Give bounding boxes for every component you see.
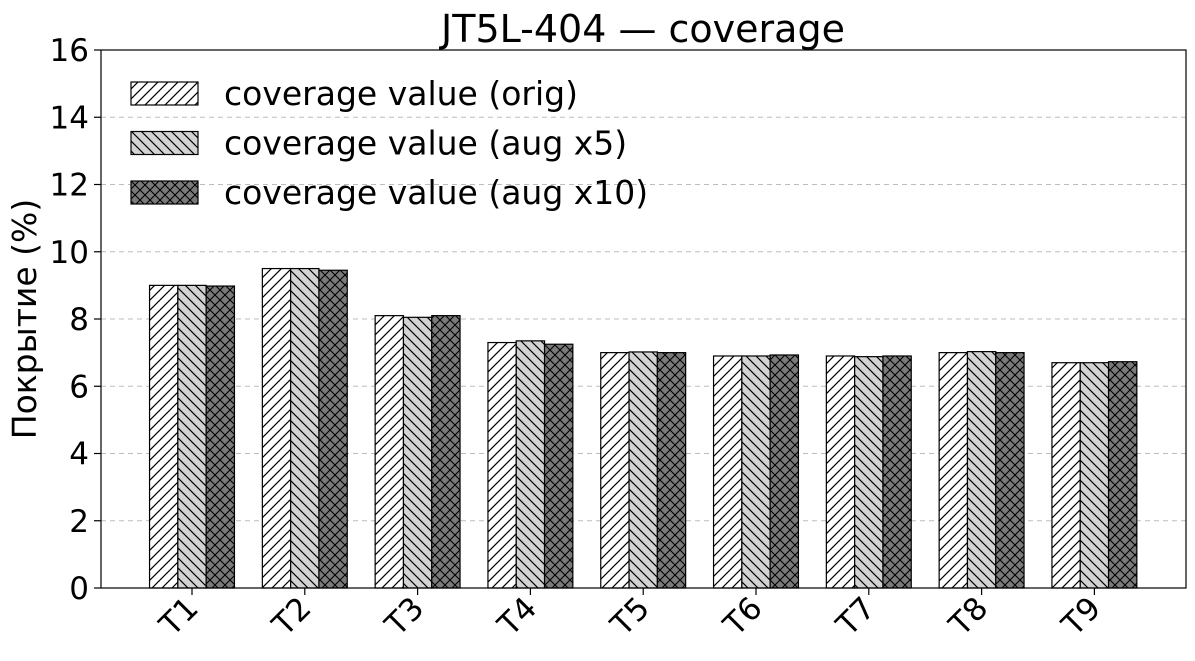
x-tick-label: T6 bbox=[716, 590, 770, 644]
bar-T7-series-3 bbox=[882, 355, 912, 589]
bar-T2-series-1 bbox=[261, 267, 292, 589]
bar-T5-series-2 bbox=[628, 351, 658, 589]
y-tick-label: 6 bbox=[69, 369, 89, 405]
bar-T1-series-1 bbox=[148, 284, 179, 589]
bar-T4-series-3 bbox=[543, 343, 574, 589]
legend-label-3: coverage value (aug x10) bbox=[224, 173, 648, 212]
y-axis-ticks: 0 2 4 6 8 10 12 14 16 bbox=[50, 33, 101, 607]
legend-label-2: coverage value (aug x5) bbox=[224, 124, 627, 163]
bar-T9-series-1 bbox=[1051, 362, 1081, 589]
bar-T1-series-2 bbox=[177, 284, 207, 589]
legend-swatch-2 bbox=[130, 130, 199, 156]
x-tick-label: T5 bbox=[603, 590, 657, 644]
bar-T9-series-3 bbox=[1107, 361, 1138, 589]
bar-T7-series-2 bbox=[854, 356, 884, 589]
bar-T8-series-3 bbox=[995, 352, 1025, 589]
y-tick-label: 12 bbox=[50, 168, 89, 204]
legend-swatch-1 bbox=[130, 81, 199, 106]
bar-T4-series-1 bbox=[487, 341, 517, 589]
x-tick-label: T1 bbox=[152, 590, 206, 644]
bar-T2-series-3 bbox=[318, 269, 348, 589]
bar-T3-series-2 bbox=[402, 316, 433, 589]
bar-T8-series-2 bbox=[966, 351, 997, 589]
bar-T9-series-2 bbox=[1079, 362, 1110, 589]
y-tick-label: 16 bbox=[50, 33, 89, 69]
x-tick-label: T3 bbox=[378, 590, 432, 644]
legend: coverage value (orig) coverage value (aug… bbox=[130, 74, 648, 212]
bar-T5-series-3 bbox=[656, 352, 687, 589]
y-tick-label: 2 bbox=[69, 504, 89, 540]
bar-T4-series-2 bbox=[515, 340, 546, 589]
x-tick-label: T2 bbox=[265, 590, 319, 644]
x-axis-ticks: T1 T2 T3 T4 T5 T6 T7 T8 T9 bbox=[152, 588, 1108, 644]
x-tick-label: T7 bbox=[829, 590, 883, 644]
bar-T3-series-3 bbox=[431, 315, 461, 589]
bar-T6-series-1 bbox=[712, 355, 743, 589]
x-tick-label: T4 bbox=[491, 590, 545, 644]
x-tick-label: T8 bbox=[942, 590, 996, 644]
bar-T6-series-2 bbox=[741, 355, 771, 589]
bar-T3-series-1 bbox=[374, 315, 405, 589]
legend-label-1: coverage value (orig) bbox=[224, 74, 578, 113]
bar-T7-series-1 bbox=[825, 355, 856, 589]
y-tick-label: 8 bbox=[69, 302, 89, 338]
bar-T5-series-1 bbox=[600, 352, 630, 589]
bar-T8-series-1 bbox=[938, 352, 969, 589]
y-tick-label: 14 bbox=[50, 100, 89, 136]
bar-T2-series-2 bbox=[290, 267, 320, 589]
y-axis-label: Покрытие (%) bbox=[5, 199, 44, 440]
y-tick-label: 4 bbox=[69, 437, 89, 473]
bar-T6-series-3 bbox=[769, 354, 800, 589]
y-tick-label: 10 bbox=[50, 235, 89, 271]
x-tick-label: T9 bbox=[1055, 590, 1109, 644]
bar-T1-series-3 bbox=[205, 285, 236, 589]
legend-swatch-3 bbox=[130, 180, 199, 205]
bars bbox=[148, 267, 1138, 589]
chart-title: JT5L-404 — coverage bbox=[439, 7, 845, 51]
y-tick-label: 0 bbox=[69, 571, 89, 607]
